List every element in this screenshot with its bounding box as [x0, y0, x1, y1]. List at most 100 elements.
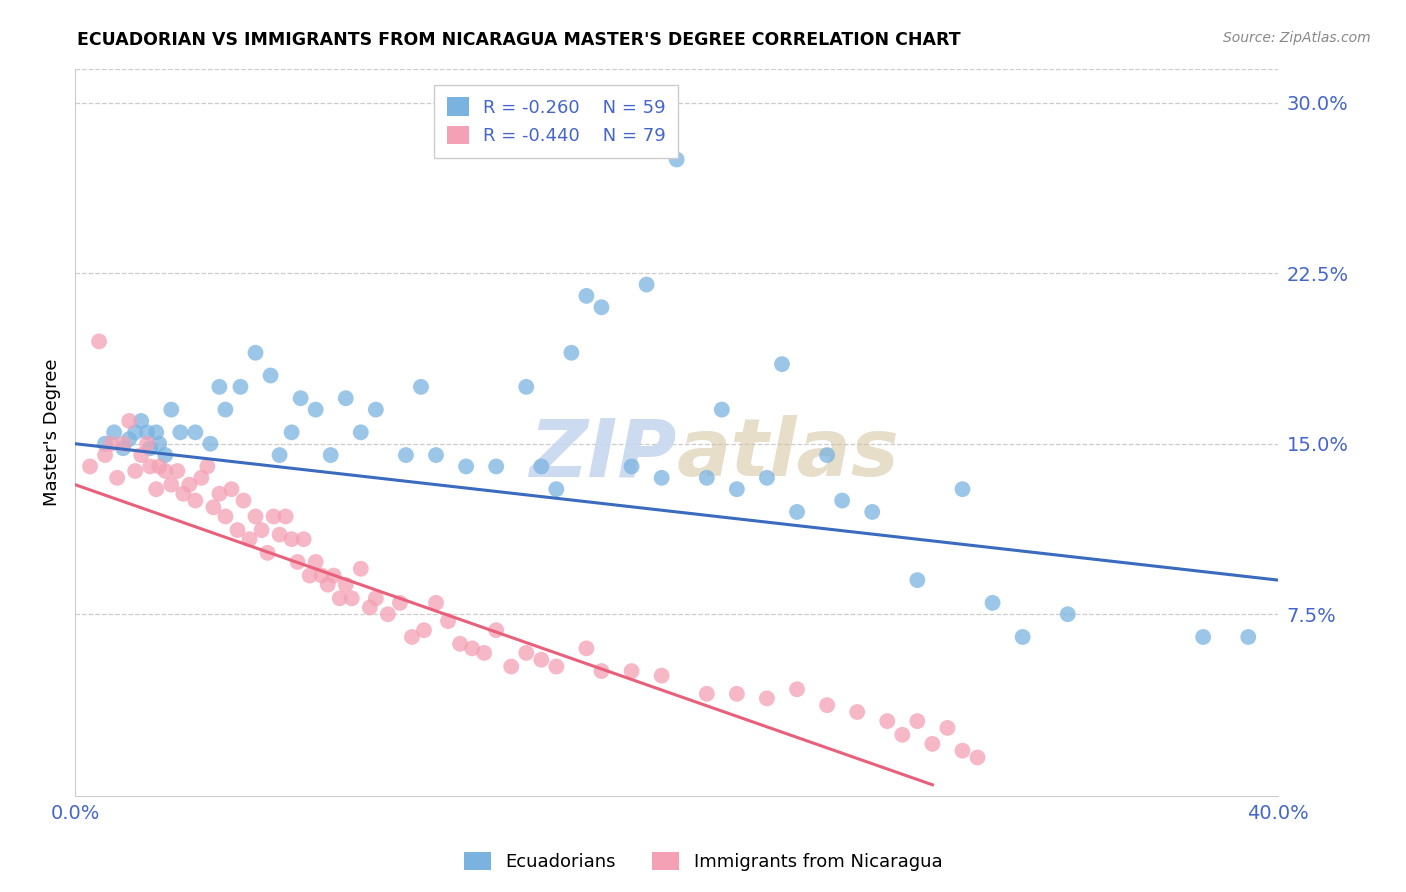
Point — [195, 459, 218, 474]
Point — [319, 448, 342, 462]
Point — [245, 345, 267, 359]
Point — [364, 402, 387, 417]
Point — [124, 464, 146, 478]
Point — [952, 482, 974, 496]
Point — [232, 493, 254, 508]
Text: Source: ZipAtlas.com: Source: ZipAtlas.com — [1223, 31, 1371, 45]
Point — [100, 436, 122, 450]
Point — [401, 630, 423, 644]
Point — [437, 614, 460, 628]
Point — [169, 425, 191, 440]
Point — [340, 591, 363, 606]
Point — [172, 487, 194, 501]
Legend: R = -0.260    N = 59, R = -0.440    N = 79: R = -0.260 N = 59, R = -0.440 N = 79 — [434, 85, 679, 158]
Point — [860, 505, 883, 519]
Point — [456, 459, 478, 474]
Point — [515, 380, 537, 394]
Point — [129, 414, 152, 428]
Point — [515, 646, 537, 660]
Legend: Ecuadorians, Immigrants from Nicaragua: Ecuadorians, Immigrants from Nicaragua — [457, 845, 949, 879]
Point — [591, 664, 613, 678]
Point — [620, 459, 643, 474]
Point — [770, 357, 793, 371]
Point — [139, 442, 162, 456]
Point — [136, 436, 159, 450]
Point — [921, 737, 943, 751]
Point — [179, 477, 201, 491]
Point — [190, 471, 212, 485]
Point — [696, 687, 718, 701]
Point — [501, 659, 523, 673]
Point — [936, 721, 959, 735]
Point — [208, 380, 231, 394]
Point — [145, 482, 167, 496]
Point — [876, 714, 898, 728]
Point — [155, 464, 177, 478]
Point — [395, 448, 418, 462]
Point — [1011, 630, 1033, 644]
Point — [124, 425, 146, 440]
Point — [238, 532, 260, 546]
Point — [815, 448, 838, 462]
Point — [359, 600, 381, 615]
Point — [274, 509, 297, 524]
Point — [575, 289, 598, 303]
Point — [214, 509, 236, 524]
Point — [112, 442, 135, 456]
Point — [485, 623, 508, 637]
Point — [160, 477, 183, 491]
Point — [651, 668, 673, 682]
Point — [155, 448, 177, 462]
Point — [103, 425, 125, 440]
Point — [298, 568, 321, 582]
Point — [259, 368, 281, 383]
Point — [280, 425, 302, 440]
Point — [636, 277, 658, 292]
Point — [145, 425, 167, 440]
Point — [256, 546, 278, 560]
Point — [94, 436, 117, 450]
Point — [245, 509, 267, 524]
Point — [311, 568, 333, 582]
Point — [287, 555, 309, 569]
Point — [94, 448, 117, 462]
Point — [981, 596, 1004, 610]
Point — [292, 532, 315, 546]
Point — [166, 464, 188, 478]
Point — [377, 607, 399, 622]
Point — [200, 436, 222, 450]
Point — [221, 482, 243, 496]
Point — [226, 523, 249, 537]
Point — [184, 493, 207, 508]
Point — [290, 391, 312, 405]
Point — [786, 505, 808, 519]
Point — [335, 577, 357, 591]
Point — [725, 482, 748, 496]
Point — [350, 562, 373, 576]
Point — [831, 493, 853, 508]
Point — [329, 591, 352, 606]
Point — [350, 425, 373, 440]
Point — [118, 414, 141, 428]
Point — [269, 448, 291, 462]
Point — [87, 334, 110, 349]
Point — [461, 641, 484, 656]
Point — [316, 577, 339, 591]
Text: ECUADORIAN VS IMMIGRANTS FROM NICARAGUA MASTER'S DEGREE CORRELATION CHART: ECUADORIAN VS IMMIGRANTS FROM NICARAGUA … — [77, 31, 960, 49]
Point — [485, 459, 508, 474]
Point — [725, 687, 748, 701]
Point — [229, 380, 252, 394]
Point — [322, 568, 344, 582]
Point — [409, 380, 432, 394]
Point — [118, 432, 141, 446]
Point — [335, 391, 357, 405]
Point — [755, 691, 778, 706]
Point — [280, 532, 302, 546]
Point — [575, 641, 598, 656]
Point — [905, 714, 928, 728]
Point — [305, 555, 328, 569]
Point — [214, 402, 236, 417]
Point — [250, 523, 273, 537]
Point — [388, 596, 411, 610]
Point — [79, 459, 101, 474]
